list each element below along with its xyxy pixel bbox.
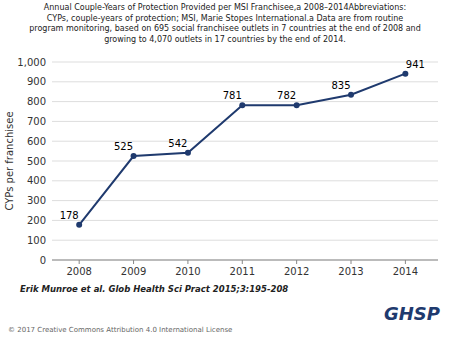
x-tick (133, 260, 134, 264)
grid-line (52, 180, 438, 181)
license: © 2017 Creative Commons Attribution 4.0 … (8, 326, 232, 334)
grid-line (52, 200, 438, 201)
data-label: 542 (168, 138, 187, 149)
data-label: 941 (406, 59, 425, 70)
y-tick-label: 0 (40, 255, 46, 266)
marker (76, 222, 82, 228)
grid-line (52, 141, 438, 142)
plot-area (76, 71, 408, 228)
y-axis-label: CYPs per franchisee (4, 111, 15, 210)
logo: GHSP (384, 303, 440, 324)
x-tick-label: 2010 (175, 266, 200, 277)
line (79, 74, 405, 225)
y-tick-label: 100 (27, 235, 46, 246)
grid-line (52, 220, 438, 221)
marker (348, 92, 354, 98)
title: CYPs, couple-years of protection; MSI, M… (47, 14, 403, 23)
y-tick-label: 400 (27, 175, 46, 186)
x-tick (187, 260, 188, 264)
x-tick-label: 2013 (338, 266, 363, 277)
y-tick-label: 300 (27, 195, 46, 206)
data-label: 781 (223, 90, 242, 101)
grid-line (52, 161, 438, 162)
grid-line (52, 240, 438, 241)
data-label: 835 (331, 80, 350, 91)
x-tick (79, 260, 80, 264)
x-tick-label: 2012 (284, 266, 309, 277)
marker (239, 102, 245, 108)
citation: Erik Munroe et al. Glob Health Sci Pract… (20, 284, 288, 294)
y-tick-label: 900 (27, 76, 46, 87)
y-tick-label: 700 (27, 116, 46, 127)
data-label: 525 (114, 141, 133, 152)
y-tick-label: 500 (27, 156, 46, 167)
y-tick-label: 1,000 (17, 57, 46, 68)
data-label: 782 (277, 90, 296, 101)
chart: Annual Couple-Years of Protection Provid… (0, 0, 450, 338)
x-tick-label: 2008 (66, 266, 91, 277)
y-tick-label: 600 (27, 136, 46, 147)
grid-line (52, 101, 438, 102)
data-label: 178 (60, 210, 79, 221)
marker (185, 150, 191, 156)
y-grid (52, 62, 438, 260)
grid-line (52, 260, 438, 261)
marker (402, 71, 408, 77)
grid-line (52, 62, 438, 63)
marker (294, 102, 300, 108)
x-tick (296, 260, 297, 264)
x-axis-line (52, 260, 438, 261)
marker (131, 153, 137, 159)
x-tick-label: 2009 (121, 266, 146, 277)
title: growing to 4,070 outlets in 17 countries… (104, 35, 346, 44)
x-tick (351, 260, 352, 264)
x-tick (405, 260, 406, 264)
y-tick-label: 800 (27, 96, 46, 107)
x-tick-label: 2014 (393, 266, 418, 277)
grid-line (52, 121, 438, 122)
grid-line (52, 81, 438, 82)
x-tick (242, 260, 243, 264)
x-tick-label: 2011 (230, 266, 255, 277)
y-tick-label: 200 (27, 215, 46, 226)
title: Annual Couple-Years of Protection Provid… (44, 3, 406, 12)
title: program monitoring, based on 695 social … (29, 24, 421, 33)
